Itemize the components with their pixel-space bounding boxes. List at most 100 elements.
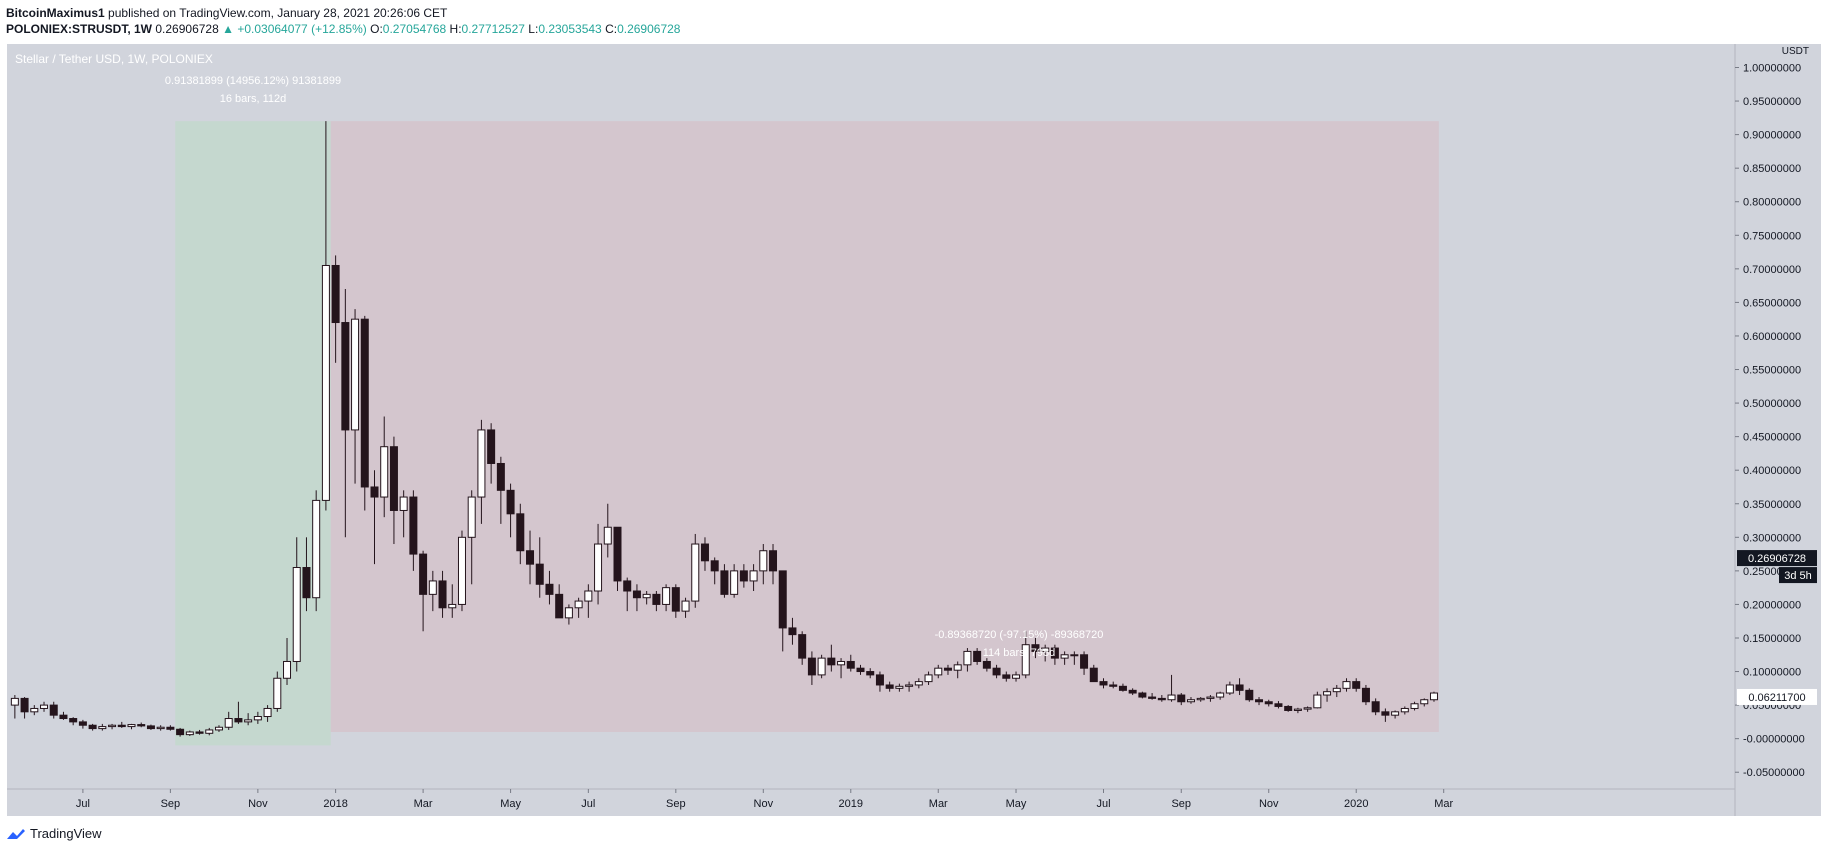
candle-body [448, 603, 457, 609]
candle [856, 664, 865, 675]
candle [146, 724, 155, 730]
candle-body [584, 590, 593, 602]
candle [1264, 699, 1273, 707]
candle-body [1021, 644, 1030, 676]
candle [399, 490, 408, 538]
candlestick-series [10, 121, 1438, 737]
candle [380, 416, 389, 518]
candle [827, 644, 836, 672]
candle [506, 483, 515, 538]
candle [1196, 697, 1205, 702]
change-value: ▲ +0.03064077 (+12.85%) [222, 22, 367, 36]
high-value: 0.27712527 [461, 22, 525, 36]
candle [1293, 707, 1302, 714]
time-tick-label: Mar [929, 798, 948, 810]
price-chart[interactable]: 0.91381899 (14956.12%) 91381899 16 bars, … [7, 44, 1821, 816]
candle-body [1342, 681, 1351, 689]
candle-body [10, 697, 19, 706]
candle-body [1391, 711, 1400, 716]
candle-body [351, 318, 360, 431]
candle-body [1012, 674, 1021, 679]
candle-body [1128, 689, 1137, 694]
low-label: L: [528, 22, 539, 36]
candle-body [1264, 701, 1273, 705]
candle-body [1303, 707, 1312, 710]
candle-body [302, 567, 311, 599]
candle [798, 631, 807, 665]
candle [1342, 678, 1351, 692]
candle-body [535, 563, 544, 585]
candle-body [652, 593, 661, 605]
candle-body [1313, 694, 1322, 709]
reference-price-tag [1737, 688, 1817, 705]
candle [749, 564, 758, 592]
candle-body [69, 718, 78, 723]
candle-body [380, 446, 389, 498]
last-price: 0.26906728 [155, 22, 219, 36]
measure-down-line1: -0.89368720 (-97.15%) -89368720 [935, 629, 1104, 641]
candle [1352, 678, 1361, 692]
candle-body [1002, 674, 1011, 679]
candle-body [467, 496, 476, 538]
reference-price-label: 0.06211700 [1748, 692, 1805, 704]
candle-body [137, 724, 146, 727]
candle [817, 654, 826, 679]
author-name[interactable]: BitcoinMaximus1 [6, 6, 105, 20]
candle-body [389, 446, 398, 511]
candle-body [943, 667, 952, 671]
candle [584, 584, 593, 618]
candle [720, 564, 729, 598]
candle [205, 727, 214, 736]
candle [992, 664, 1001, 679]
candle [1148, 693, 1157, 700]
candle-body [555, 593, 564, 619]
measure-zones [175, 121, 1439, 746]
candle-body [856, 667, 865, 673]
symbol-label[interactable]: POLONIEX:STRUSDT, 1W [6, 22, 153, 36]
candle [1255, 697, 1264, 706]
time-tick-label: Mar [1434, 798, 1453, 810]
candle-body [973, 650, 982, 662]
candle [662, 584, 671, 612]
candle [253, 711, 262, 724]
candle-body [700, 543, 709, 562]
candle-body [749, 570, 758, 582]
candle [409, 490, 418, 571]
candle-body [409, 496, 418, 555]
candle [691, 533, 700, 608]
current-price-label: 0.26906728 [1748, 553, 1806, 565]
candle-body [477, 429, 486, 498]
candle-body [1420, 699, 1429, 705]
candle-body [1245, 689, 1254, 701]
candle [98, 723, 107, 731]
candle-body [846, 660, 855, 669]
candle [1391, 710, 1400, 719]
time-tick-label: Sep [666, 798, 686, 810]
candle [516, 503, 525, 565]
candle-body [195, 731, 204, 734]
time-axis[interactable]: Jul Sep Nov 2018 Mar May Jul Sep Nov 2019 Mar May Ju… [7, 788, 1735, 810]
candle-body [88, 724, 97, 730]
candle-body [1109, 684, 1118, 687]
candle-body [312, 499, 321, 599]
candle [1109, 681, 1118, 689]
candle [1157, 695, 1166, 702]
candle-body [185, 731, 194, 736]
candle-body [1352, 681, 1361, 689]
time-tick-label: Sep [161, 798, 181, 810]
current-price-tag [1737, 550, 1817, 567]
price-axis[interactable]: 1.00000000 0.95000000 0.90000000 0.85000000… [1734, 44, 1817, 816]
candle-body [117, 724, 126, 728]
candle [924, 671, 933, 685]
candle [1041, 644, 1050, 662]
candle-body [769, 550, 778, 572]
candle [457, 530, 466, 612]
candle-body [1235, 684, 1244, 691]
candle-body [1138, 692, 1147, 698]
candle [331, 255, 340, 363]
candle-body [632, 590, 641, 599]
candle-body [875, 674, 884, 686]
candle-body [739, 570, 748, 582]
price-tick-label: 0.95000000 [1743, 96, 1801, 108]
tradingview-logo[interactable]: TradingView [6, 826, 102, 841]
